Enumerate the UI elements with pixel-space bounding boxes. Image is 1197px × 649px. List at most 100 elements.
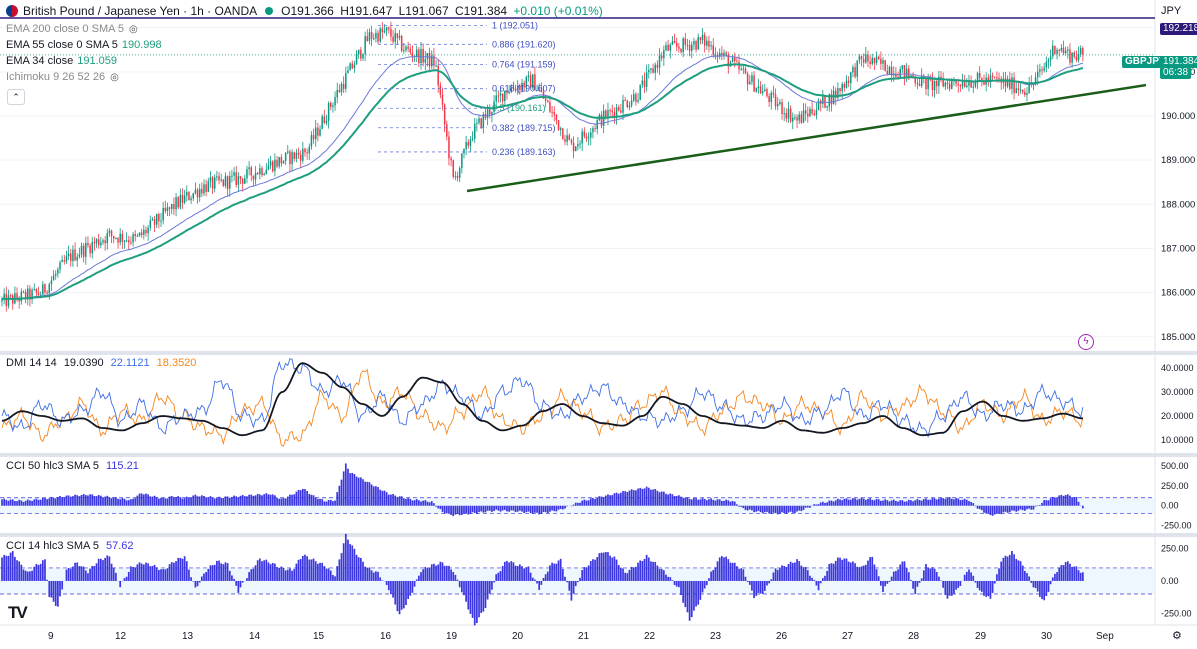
candle (996, 77, 998, 79)
collapse-legend-button[interactable]: ⌃ (7, 89, 25, 105)
time-tick-label: 29 (975, 631, 987, 642)
candle (1077, 54, 1080, 61)
candle (362, 54, 364, 59)
candle (538, 89, 540, 91)
settings-gear-icon[interactable]: ⚙ (1172, 630, 1182, 642)
candle (938, 76, 940, 87)
candle (759, 86, 762, 94)
currency-label[interactable]: JPY (1161, 5, 1182, 17)
tradingview-logo[interactable]: TV (8, 603, 28, 622)
symbol-title[interactable]: British Pound / Japanese Yen · 1h · OAND… (23, 4, 258, 18)
legend-ema34[interactable]: EMA 34 close 191.059 (6, 53, 117, 69)
candle (800, 114, 803, 123)
candle (785, 113, 788, 119)
legend-ema55[interactable]: EMA 55 close 0 SMA 5 190.998 (6, 37, 162, 53)
candle (845, 80, 848, 88)
candle (456, 175, 459, 178)
candle (877, 56, 880, 59)
candle (44, 284, 46, 293)
candle (256, 172, 259, 175)
candle (1019, 89, 1022, 91)
candle (381, 28, 384, 33)
candle (639, 84, 641, 100)
candle (615, 107, 618, 118)
candle (1056, 49, 1058, 54)
candle (1034, 77, 1037, 83)
candle (304, 148, 306, 153)
candle (579, 143, 581, 145)
candle (372, 38, 375, 40)
candle (1, 299, 3, 302)
candle (183, 195, 186, 203)
candle (749, 81, 751, 85)
candle (572, 142, 575, 152)
symbol-icon[interactable] (6, 5, 18, 17)
time-tick-label: 30 (1041, 631, 1053, 642)
time-tick-label: Sep (1096, 631, 1114, 642)
pane-separator (0, 453, 1197, 457)
legend-cci14[interactable]: CCI 14 hlc3 SMA 5 57.62 (6, 538, 134, 554)
candle (1049, 56, 1052, 61)
candle (388, 27, 390, 29)
ohlc-values: O191.366 H191.647 L191.067 C191.384 +0.0… (281, 3, 606, 19)
legend-ema200[interactable]: EMA 200 close 0 SMA 5 ◎ (6, 21, 138, 38)
candle (284, 152, 287, 161)
candle (454, 175, 457, 177)
candle (873, 57, 876, 64)
candle (888, 66, 891, 75)
candle (983, 80, 985, 85)
candle (390, 28, 392, 37)
cci50-tick-label: 250.00 (1161, 481, 1189, 491)
candle (160, 220, 162, 222)
candle (1054, 45, 1056, 54)
candle (682, 38, 684, 53)
candle (50, 280, 53, 285)
candle (822, 95, 824, 104)
candle (448, 136, 450, 159)
candle (499, 93, 502, 96)
candle (314, 127, 317, 140)
legend-ichimoku-label: Ichimoku 9 26 52 26 (6, 71, 106, 83)
candle (837, 88, 839, 98)
fib-level-label: 0.764 (191.159) (492, 59, 556, 69)
candle (179, 195, 182, 208)
candle (678, 46, 680, 49)
candle (394, 33, 396, 42)
candle (553, 112, 555, 115)
candle (119, 233, 121, 243)
cci14-value: 57.62 (106, 540, 134, 552)
price-tick-label: 188.000 (1161, 199, 1195, 210)
candle (1079, 48, 1082, 55)
candle (469, 139, 472, 146)
candle (970, 81, 972, 88)
candle (108, 230, 111, 233)
candle (673, 41, 676, 43)
candle (196, 189, 199, 198)
candle (63, 260, 66, 262)
candle (626, 100, 629, 108)
candle (409, 48, 412, 53)
candle (211, 177, 214, 189)
candle (942, 79, 944, 87)
hidden-eye-icon[interactable]: ◎ (110, 72, 119, 83)
candle (648, 69, 650, 73)
candle (370, 32, 373, 39)
legend-ichimoku[interactable]: Ichimoku 9 26 52 26 ◎ (6, 69, 119, 86)
ema34-line (1, 55, 1084, 300)
candle (946, 82, 949, 84)
lightning-icon[interactable]: ϟ (1078, 334, 1094, 350)
candle (48, 284, 51, 294)
candle (151, 219, 154, 221)
candle (293, 152, 295, 159)
candle (1009, 78, 1011, 89)
fib-level-label: 1 (192.051) (492, 20, 538, 30)
candle (974, 82, 977, 87)
candle (125, 240, 128, 242)
candle (1067, 49, 1069, 51)
candle (168, 207, 171, 209)
legend-cci50[interactable]: CCI 50 hlc3 SMA 5 115.21 (6, 458, 139, 474)
legend-dmi[interactable]: DMI 14 14 19.0390 22.1121 18.3520 (6, 355, 196, 371)
hidden-eye-icon[interactable]: ◎ (129, 24, 138, 35)
candle (319, 128, 321, 136)
